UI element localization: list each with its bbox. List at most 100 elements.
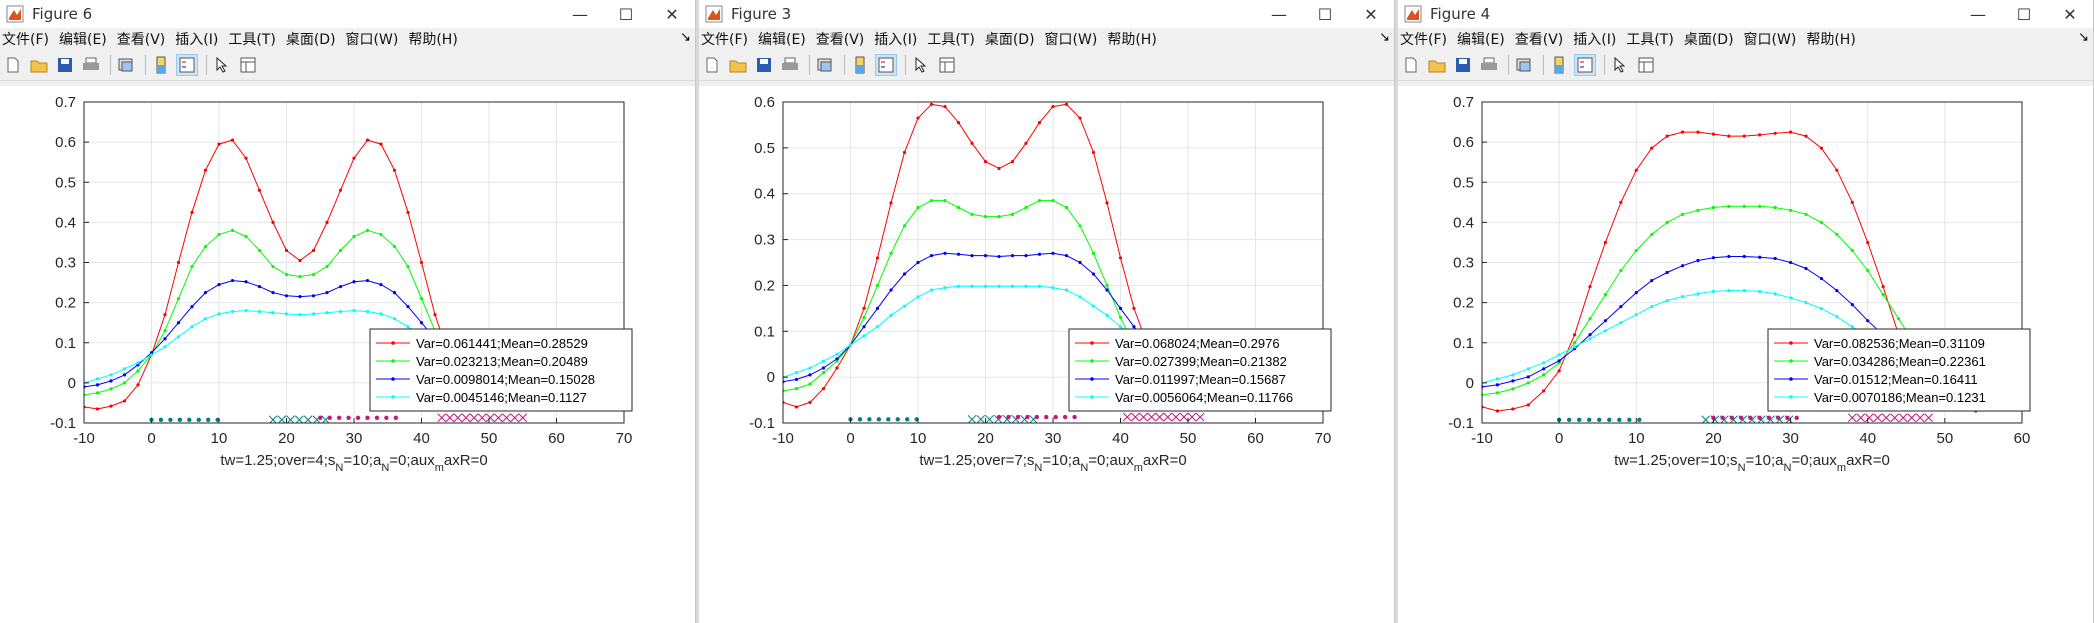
x-tick-label: 50 <box>481 430 498 447</box>
marker-cross <box>1898 413 1908 423</box>
data-point <box>1634 248 1638 253</box>
menu-desktop[interactable]: 桌面(D) <box>285 32 336 48</box>
dock-arrow-icon[interactable]: ↘ <box>2078 30 2089 45</box>
menu-tools[interactable]: 工具(T) <box>1626 32 1674 48</box>
minimize-button[interactable]: — <box>572 4 588 24</box>
data-point <box>352 309 356 313</box>
menu-window[interactable]: 窗口(W) <box>345 32 399 48</box>
menu-insert[interactable]: 插入(I) <box>874 32 918 48</box>
marker-cross <box>1847 413 1857 423</box>
legend-marker <box>391 341 395 345</box>
print-icon[interactable] <box>779 54 801 76</box>
marker-dot <box>196 417 201 422</box>
legend-icon[interactable] <box>1574 54 1596 76</box>
data-point <box>862 325 866 329</box>
new-file-icon[interactable] <box>1400 54 1422 76</box>
menu-desktop[interactable]: 桌面(D) <box>984 32 1035 48</box>
property-inspector-icon[interactable] <box>1635 54 1657 76</box>
data-point <box>217 142 221 146</box>
window-titlebar[interactable]: Figure 4 — ☐ ✕ <box>1398 0 2093 28</box>
legend-marker <box>391 395 395 399</box>
menu-help[interactable]: 帮助(H) <box>1107 32 1157 48</box>
maximize-button[interactable]: ☐ <box>1317 4 1333 24</box>
colorbar-icon[interactable] <box>849 54 871 76</box>
maximize-button[interactable]: ☐ <box>2016 4 2032 24</box>
data-point <box>875 325 880 329</box>
window-titlebar[interactable]: Figure 3 — ☐ ✕ <box>699 0 1394 28</box>
menu-desktop[interactable]: 桌面(D) <box>1683 32 1734 48</box>
link-figure-icon[interactable] <box>1513 54 1535 76</box>
x-axis-label-part: N <box>335 462 343 474</box>
menu-help[interactable]: 帮助(H) <box>1806 32 1856 48</box>
legend-icon[interactable] <box>176 54 198 76</box>
data-point <box>325 264 329 269</box>
x-axis-label-part: axR=0 <box>1143 452 1187 469</box>
property-inspector-icon[interactable] <box>936 54 958 76</box>
menu-help[interactable]: 帮助(H) <box>408 32 458 48</box>
menu-edit[interactable]: 编辑(E) <box>1456 32 1505 48</box>
data-point <box>244 280 248 284</box>
menu-file[interactable]: 文件(F) <box>2 32 49 48</box>
menu-tools[interactable]: 工具(T) <box>228 32 276 48</box>
menu-edit[interactable]: 编辑(E) <box>58 32 107 48</box>
open-folder-icon[interactable] <box>1426 54 1448 76</box>
menu-insert[interactable]: 插入(I) <box>175 32 219 48</box>
marker-cross <box>469 413 479 423</box>
colorbar-icon[interactable] <box>150 54 172 76</box>
data-point <box>862 334 866 338</box>
open-folder-icon[interactable] <box>727 54 749 76</box>
menu-edit[interactable]: 编辑(E) <box>757 32 806 48</box>
link-figure-icon[interactable] <box>115 54 137 76</box>
close-button[interactable]: ✕ <box>2063 4 2077 24</box>
data-point <box>1711 205 1716 210</box>
dock-arrow-icon[interactable]: ↘ <box>1379 30 1390 45</box>
x-axis-label-part: N <box>1080 462 1088 474</box>
legend-icon[interactable] <box>875 54 897 76</box>
print-icon[interactable] <box>1478 54 1500 76</box>
marker-dot <box>1034 414 1039 420</box>
close-button[interactable]: ✕ <box>1364 4 1378 24</box>
save-icon[interactable] <box>54 54 76 76</box>
close-button[interactable]: ✕ <box>665 4 679 24</box>
marker-cross <box>1187 412 1197 422</box>
save-icon[interactable] <box>1452 54 1474 76</box>
data-point <box>821 387 826 391</box>
edit-plot-cursor-icon[interactable] <box>211 54 233 76</box>
save-icon[interactable] <box>753 54 775 76</box>
colorbar-icon[interactable] <box>1548 54 1570 76</box>
data-point <box>983 160 988 164</box>
menu-view[interactable]: 查看(V) <box>815 32 865 48</box>
print-icon[interactable] <box>80 54 102 76</box>
data-point <box>163 345 167 349</box>
maximize-button[interactable]: ☐ <box>618 4 634 24</box>
new-file-icon[interactable] <box>2 54 24 76</box>
minimize-button[interactable]: — <box>1970 4 1986 24</box>
menu-insert[interactable]: 插入(I) <box>1573 32 1617 48</box>
property-inspector-icon[interactable] <box>237 54 259 76</box>
menu-tools[interactable]: 工具(T) <box>927 32 975 48</box>
data-point <box>956 252 961 256</box>
y-tick-label: 0.1 <box>754 323 775 340</box>
dock-arrow-icon[interactable]: ↘ <box>680 30 691 45</box>
edit-plot-cursor-icon[interactable] <box>910 54 932 76</box>
link-figure-icon[interactable] <box>814 54 836 76</box>
menu-window[interactable]: 窗口(W) <box>1044 32 1098 48</box>
legend-entry: Var=0.0045146;Mean=0.1127 <box>416 390 587 405</box>
marker-dot <box>876 417 882 422</box>
menu-file[interactable]: 文件(F) <box>1400 32 1447 48</box>
menu-window[interactable]: 窗口(W) <box>1743 32 1797 48</box>
data-point <box>1118 256 1123 260</box>
open-folder-icon[interactable] <box>28 54 50 76</box>
menu-view[interactable]: 查看(V) <box>1514 32 1564 48</box>
menu-view[interactable]: 查看(V) <box>116 32 166 48</box>
data-point <box>1711 256 1716 260</box>
data-point <box>1037 198 1042 203</box>
window-titlebar[interactable]: Figure 6 — ☐ ✕ <box>0 0 695 28</box>
minimize-button[interactable]: — <box>1271 4 1287 24</box>
data-point <box>1788 260 1793 265</box>
new-file-icon[interactable] <box>701 54 723 76</box>
menu-file[interactable]: 文件(F) <box>701 32 748 48</box>
edit-plot-cursor-icon[interactable] <box>1609 54 1631 76</box>
marker-cross <box>1924 413 1934 423</box>
data-point <box>1588 317 1592 321</box>
